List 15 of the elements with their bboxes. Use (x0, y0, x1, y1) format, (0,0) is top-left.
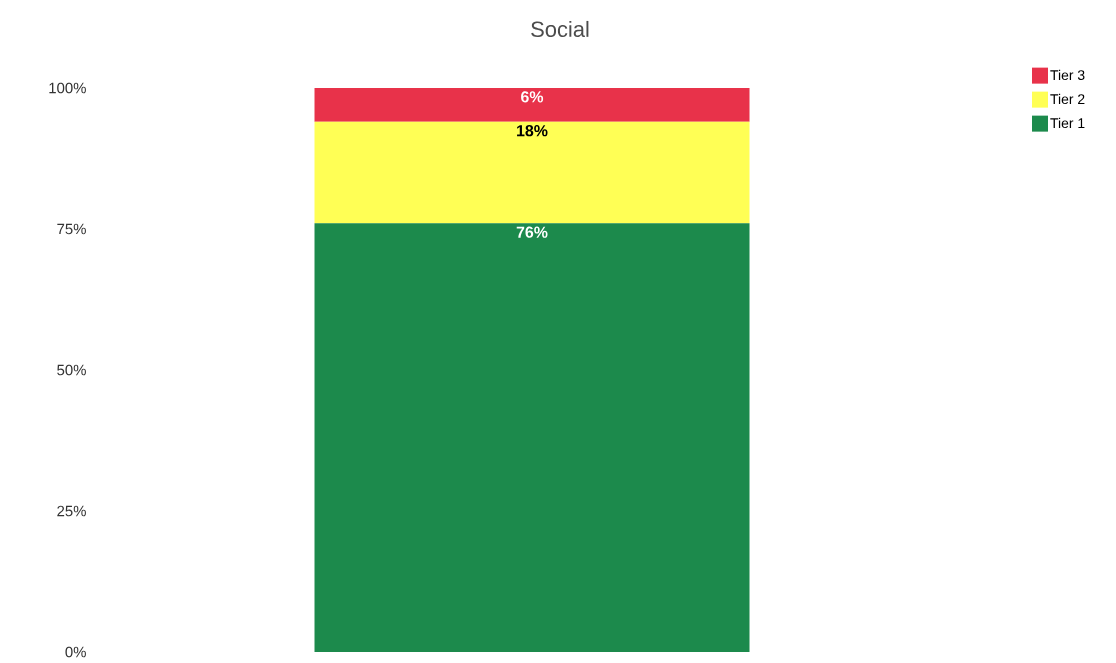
data-label: 18% (517, 125, 548, 137)
legend-label: Tier 2 (1050, 93, 1085, 105)
bar (314, 223, 750, 652)
legend-label: Tier 1 (1050, 117, 1085, 129)
y-tick-label: 75% (57, 223, 86, 235)
y-tick-label: 25% (57, 505, 86, 517)
y-tick-label: 100% (49, 82, 86, 94)
y-tick-label: 50% (57, 364, 86, 376)
bar (314, 87, 750, 122)
bar (314, 121, 750, 224)
data-label: 6% (521, 91, 544, 103)
chart-title: Social (531, 20, 589, 38)
y-tick-label: 0% (65, 646, 86, 658)
data-label: 76% (516, 226, 548, 238)
legend-label: Tier 3 (1050, 69, 1085, 81)
